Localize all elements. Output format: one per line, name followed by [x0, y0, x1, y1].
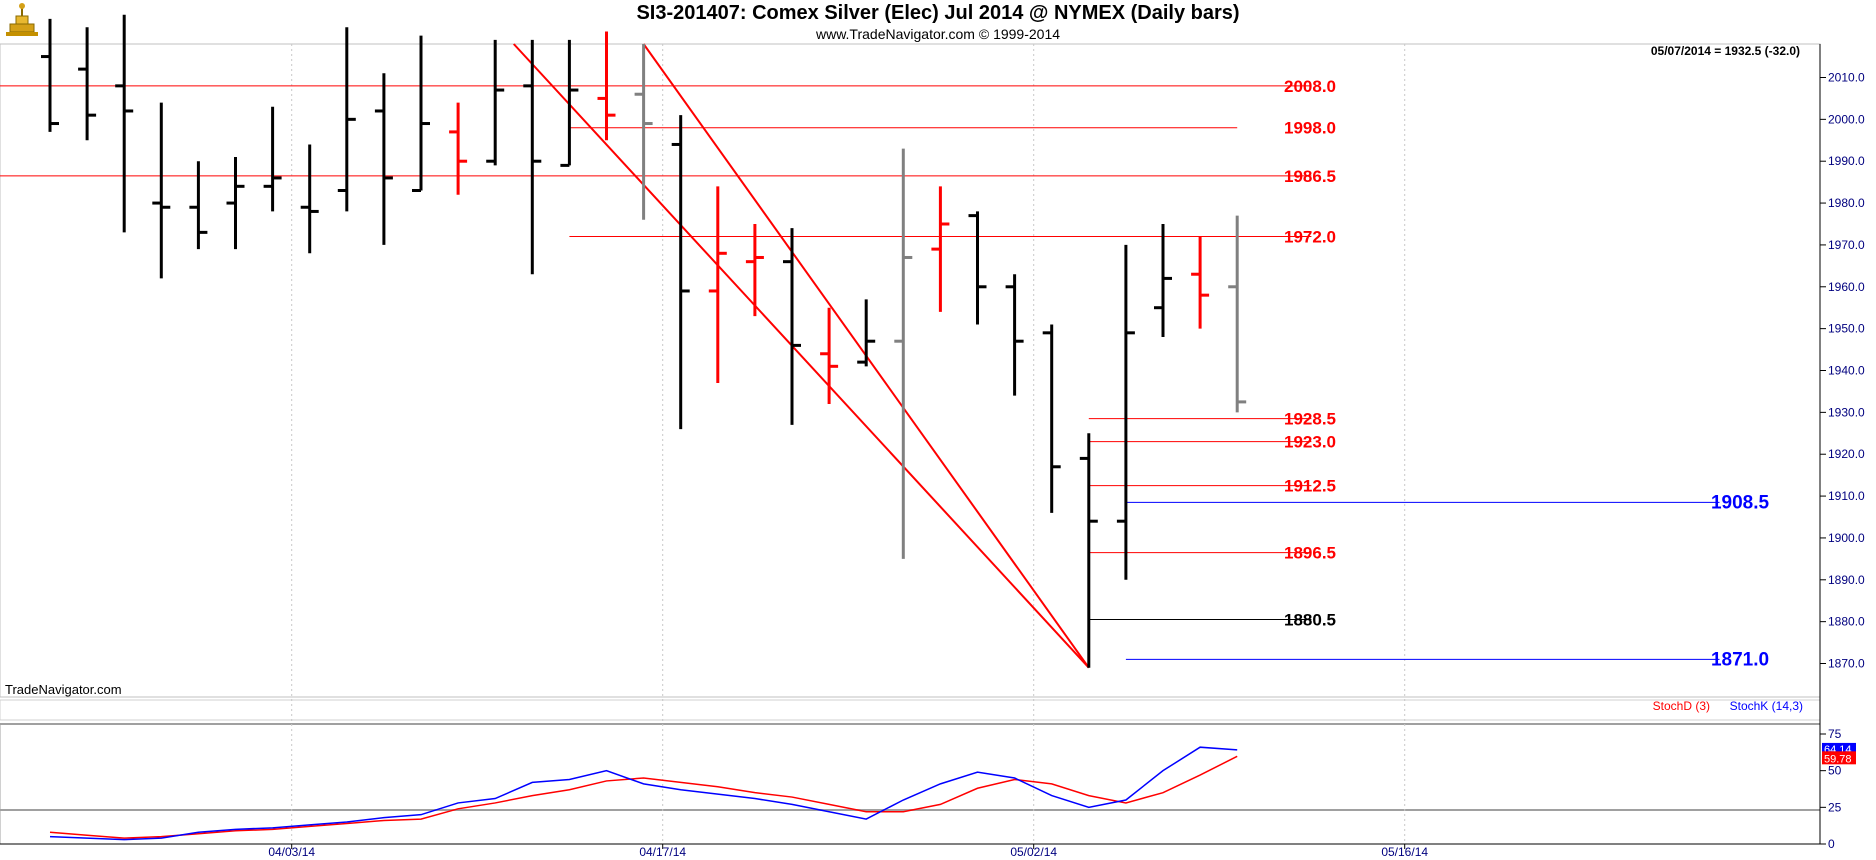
stochd-value-label: 59.78: [1824, 753, 1852, 765]
ohlc-bar: [931, 186, 950, 312]
date-tick-label: 05/16/14: [1381, 845, 1428, 859]
trade-navigator-logo-icon: [6, 3, 38, 36]
price-tick-label: 1880.0: [1828, 615, 1865, 629]
ohlc-bar: [1042, 324, 1061, 513]
price-tick-label: 1910.0: [1828, 489, 1865, 503]
price-axis: 1870.0 1880.0 1890.0 1900.0 1910.0 1920.0 1930…: [1819, 44, 1865, 844]
ohlc-bar: [783, 228, 801, 425]
stoch-tick-label: 0: [1828, 837, 1835, 851]
price-tick-label: 1970.0: [1828, 238, 1865, 252]
price-tick-label: 1950.0: [1828, 322, 1865, 336]
date-tick-label: 04/03/14: [268, 845, 315, 859]
price-bars: [41, 14, 1247, 668]
ohlc-bar: [337, 27, 356, 212]
date-axis: 04/03/14 04/17/14 05/02/14 05/16/14: [0, 843, 1820, 859]
level-label: 1880.5: [1284, 611, 1336, 630]
ohlc-bar: [226, 157, 245, 250]
ohlc-bar: [115, 14, 134, 233]
stochd-line: [49, 755, 1238, 839]
ohlc-bar: [671, 115, 690, 430]
stochastic-panel-frame: [0, 723, 1821, 845]
stoch-tick-label: 50: [1828, 764, 1842, 778]
chart-header: SI3-201407: Comex Silver (Elec) Jul 2014…: [0, 0, 1876, 44]
chart-title: SI3-201407: Comex Silver (Elec) Jul 2014…: [636, 2, 1240, 24]
level-label: 1896.5: [1284, 544, 1336, 563]
ohlc-bar: [78, 27, 97, 141]
ohlc-bar: [1079, 433, 1098, 668]
price-tick-label: 1940.0: [1828, 364, 1865, 378]
level-label: 1986.5: [1284, 167, 1336, 186]
price-tick-label: 1900.0: [1828, 531, 1865, 545]
level-label: 2008.0: [1284, 77, 1336, 96]
ohlc-bar: [968, 211, 987, 325]
chart-subtitle: www.TradeNavigator.com © 1999-2014: [815, 26, 1061, 42]
price-tick-label: 2010.0: [1828, 70, 1865, 84]
last-price-readout: 05/07/2014 = 1932.5 (-32.0): [1651, 44, 1800, 58]
price-tick-label: 1930.0: [1828, 405, 1865, 419]
ohlc-bar: [894, 148, 913, 559]
ohlc-bar: [263, 106, 282, 212]
price-tick-label: 1990.0: [1828, 154, 1865, 168]
ohlc-bar: [486, 39, 505, 166]
ohlc-bar: [708, 186, 727, 384]
stochd-value-flag: [1822, 751, 1856, 765]
price-tick-label: 2000.0: [1828, 112, 1865, 126]
ohlc-bar: [857, 299, 876, 367]
level-label: 1928.5: [1284, 410, 1336, 429]
stoch-tick-label: 25: [1828, 800, 1842, 814]
price-tick-label: 1870.0: [1828, 657, 1865, 671]
ohlc-bar: [1191, 236, 1210, 329]
ohlc-bar: [523, 39, 542, 275]
ohlc-bar: [300, 144, 319, 254]
ohlc-bar: [449, 102, 468, 195]
price-tick-label: 1980.0: [1828, 196, 1865, 210]
trendline: [513, 43, 1090, 669]
ohlc-bar: [560, 39, 579, 167]
stoch-tick-label: 75: [1828, 727, 1842, 741]
watermark-text: TradeNavigator.com: [5, 682, 122, 697]
level-label: 1972.0: [1284, 228, 1336, 247]
price-panel-frame: [0, 43, 1821, 698]
legend-strip: [0, 699, 1821, 721]
level-label: 1908.5: [1711, 492, 1770, 513]
ohlc-bar: [41, 18, 59, 132]
level-label: 1998.0: [1284, 119, 1336, 138]
ohlc-bar: [1228, 215, 1247, 413]
ohlc-bar: [597, 31, 616, 141]
price-tick-label: 1890.0: [1828, 573, 1865, 587]
ohlc-bar: [745, 223, 764, 317]
price-tick-label: 1960.0: [1828, 280, 1865, 294]
ohlc-bar: [1116, 244, 1135, 580]
ohlc-bar: [820, 307, 839, 404]
date-tick-label: 05/02/14: [1010, 845, 1057, 859]
level-label: 1912.5: [1284, 477, 1336, 496]
stochk-line: [49, 746, 1238, 841]
legend-stochd: StochD (3): [1653, 699, 1710, 713]
price-tick-label: 1920.0: [1828, 447, 1865, 461]
grid-layer: [0, 43, 1821, 845]
level-label: 1923.0: [1284, 433, 1336, 452]
date-tick-label: 04/17/14: [639, 845, 686, 859]
ohlc-bar: [374, 73, 393, 245]
ohlc-bar: [152, 102, 171, 279]
ohlc-bar: [634, 44, 653, 220]
ohlc-bar: [189, 161, 208, 250]
ohlc-bar: [1154, 223, 1172, 338]
ohlc-bar: [412, 35, 430, 193]
legend-stochk: StochK (14,3): [1730, 699, 1803, 713]
ohlc-bar: [1005, 274, 1024, 396]
level-label: 1871.0: [1711, 649, 1769, 670]
